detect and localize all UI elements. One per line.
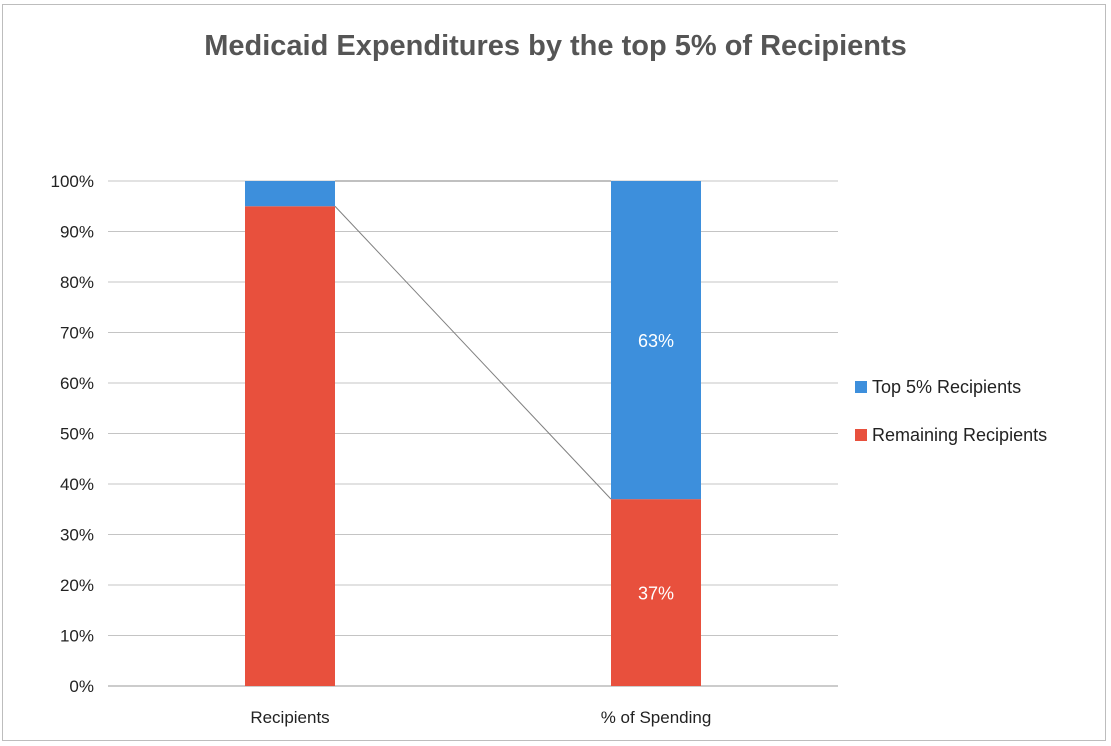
bar-remaining-recipients [611, 499, 701, 686]
y-tick-label: 80% [60, 273, 94, 292]
y-tick-label: 60% [60, 374, 94, 393]
chart-frame [2, 4, 1106, 741]
bar-remaining-recipients [245, 206, 335, 686]
legend-label: Remaining Recipients [872, 425, 1047, 445]
series-line [334, 205, 612, 500]
bar-top-5-recipients [245, 181, 335, 207]
y-tick-label: 10% [60, 627, 94, 646]
y-tick-label: 50% [60, 425, 94, 444]
y-tick-label: 70% [60, 324, 94, 343]
legend-swatch-remaining-recipients [855, 429, 867, 441]
chart-title: Medicaid Expenditures by the top 5% of R… [204, 30, 907, 62]
y-tick-label: 20% [60, 576, 94, 595]
data-label: 63% [638, 331, 674, 351]
y-tick-label: 0% [69, 677, 94, 696]
y-tick-label: 90% [60, 223, 94, 242]
y-tick-label: 40% [60, 475, 94, 494]
legend-swatch-top-5-recipients [855, 381, 867, 393]
y-tick-label: 100% [51, 172, 94, 191]
x-category-label: Recipients [250, 708, 329, 727]
y-tick-label: 30% [60, 526, 94, 545]
data-label: 37% [638, 584, 674, 604]
legend-label: Top 5% Recipients [872, 377, 1021, 397]
bar-top-5-recipients [611, 181, 701, 500]
x-category-label: % of Spending [601, 708, 712, 727]
